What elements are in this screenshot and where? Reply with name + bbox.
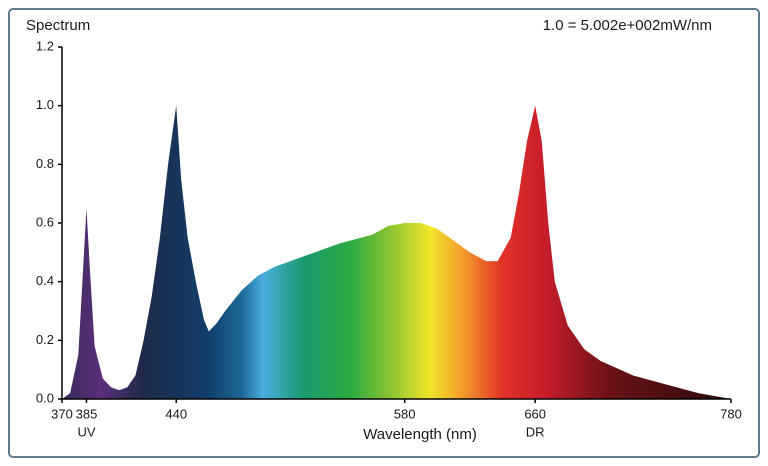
y-tick-label: 0.4 bbox=[36, 273, 54, 288]
x-tick-label: 660 bbox=[524, 406, 546, 421]
x-tick-label: 385 bbox=[76, 406, 98, 421]
y-tick-label: 0.6 bbox=[36, 214, 54, 229]
x-tick-label: 580 bbox=[394, 406, 416, 421]
y-tick-label: 0.2 bbox=[36, 332, 54, 347]
chart-title: Spectrum bbox=[26, 17, 90, 34]
x-tick-note: DR bbox=[526, 424, 545, 439]
x-tick-note: UV bbox=[77, 424, 95, 439]
frame bbox=[8, 8, 760, 458]
y-tick-label: 1.2 bbox=[36, 38, 54, 53]
spectrum-area bbox=[62, 105, 731, 400]
annotation: 1.0 = 5.002e+002mW/nm bbox=[543, 17, 712, 34]
y-tick-label: 0.8 bbox=[36, 156, 54, 171]
x-tick-label: 440 bbox=[165, 406, 187, 421]
x-tick-label: 780 bbox=[720, 406, 742, 421]
y-tick-label: 1.0 bbox=[36, 97, 54, 112]
y-tick-label: 0.0 bbox=[36, 390, 54, 405]
x-tick-label: 370 bbox=[51, 406, 73, 421]
x-axis-label: Wavelength (nm) bbox=[363, 426, 477, 443]
